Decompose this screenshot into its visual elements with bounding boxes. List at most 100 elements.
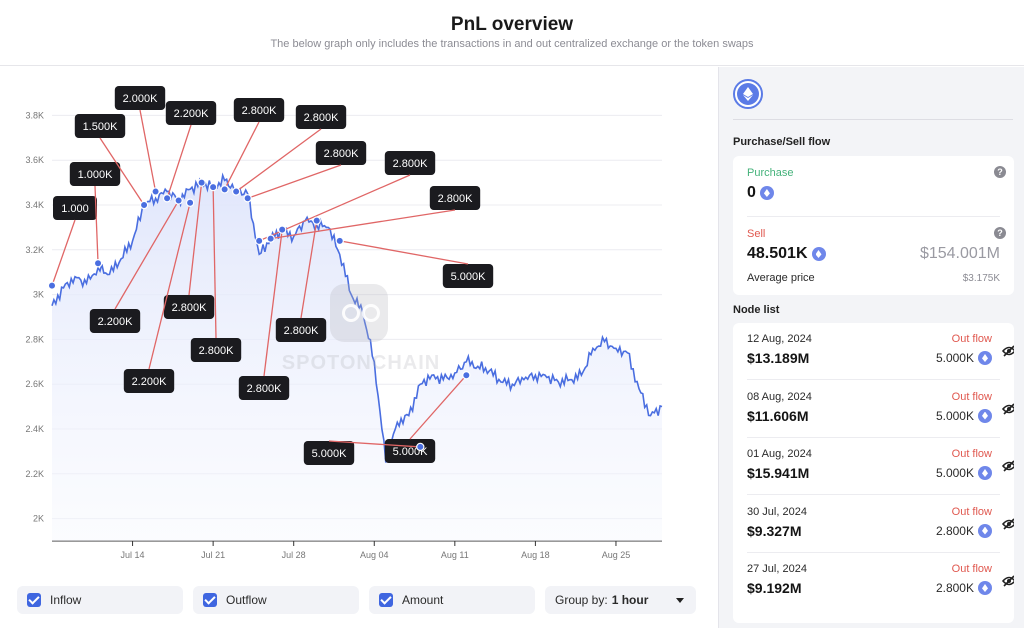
annotation-point (208, 182, 218, 192)
annotation-point (277, 225, 287, 234)
series-line (51, 172, 663, 463)
node-list-item[interactable]: 30 Jul, 2024 $9.327M Out flow 2.800K (733, 496, 1014, 553)
outflow-filter[interactable]: Outflow (193, 586, 359, 614)
node-list-item[interactable]: 01 Aug, 2024 $15.941M Out flow 5.000K (733, 438, 1014, 495)
node-separator (747, 379, 1000, 380)
annotation-label: 2.800K (199, 345, 235, 357)
annotation-point (416, 442, 425, 452)
eth-token-icon (978, 408, 992, 423)
annotation-leader (188, 182, 203, 296)
node-amount: 5.000K (936, 351, 992, 365)
annotation-label: 2.000K (123, 93, 159, 105)
annotation-label: 2.800K (284, 325, 320, 337)
annotation-leader (339, 240, 469, 265)
page-title: PnL overview (450, 14, 574, 35)
annotation-point (312, 216, 321, 225)
annotation-point (162, 194, 172, 203)
node-date: 30 Jul, 2024 (747, 505, 807, 518)
annotation-box (114, 86, 166, 110)
node-amount-value: 5.000K (935, 408, 974, 423)
node-usd-value: $9.192M (747, 580, 802, 596)
node-flow-label: Out flow (951, 563, 992, 575)
node-amount: 2.800K (936, 523, 992, 538)
flow-card-separator (747, 216, 1000, 217)
sell-amount: 48.501K (747, 245, 808, 262)
annotation-box (275, 318, 327, 342)
annotation-label: 5.000K (451, 271, 487, 283)
eth-token-icon (978, 351, 992, 365)
node-usd-value: $11.606M (747, 407, 809, 424)
node-flow-label: Out flow (951, 333, 992, 345)
group-by-select[interactable]: Group by: 1 hour (545, 586, 696, 614)
annotation-box (69, 162, 121, 186)
eth-token-icon (978, 466, 992, 480)
node-amount-value: 5.000K (935, 466, 974, 480)
y-tick-label: 2.8K (25, 334, 44, 344)
annotation-leader (99, 137, 145, 206)
node-separator (747, 436, 1000, 438)
inflow-checkbox-icon[interactable] (27, 593, 41, 607)
annotation-label: 2.200K (174, 108, 210, 120)
amount-filter[interactable]: Amount (369, 586, 535, 614)
node-flow-label: Out flow (951, 390, 992, 403)
eye-off-icon[interactable] (1002, 402, 1014, 415)
annotation-box (190, 338, 242, 362)
filter-bar: Inflow Outflow Amount Group by: 1 hour (17, 586, 707, 614)
node-flow-label: Out flow (951, 448, 992, 460)
node-date: 12 Aug, 2024 (747, 333, 812, 345)
node-list: 12 Aug, 2024 $13.189M Out flow 5.000K 08 Aug… (733, 323, 1014, 623)
x-tick-label: Aug 11 (441, 550, 469, 560)
annotation-leader (263, 229, 283, 377)
node-date: 01 Aug, 2024 (747, 448, 812, 460)
purchase-label: Purchase (747, 167, 794, 179)
header: PnL overview The below graph only includ… (0, 0, 1024, 66)
amount-checkbox-icon[interactable] (379, 593, 393, 607)
purchase-help-icon[interactable]: ? (994, 166, 1006, 178)
purchase-amount: 0 (747, 184, 756, 201)
eye-off-icon[interactable] (1002, 575, 1014, 587)
inflow-filter[interactable]: Inflow (17, 586, 183, 614)
node-usd-value: $13.189M (747, 350, 810, 366)
annotation-label: 5.000K (312, 448, 348, 460)
outflow-label: Outflow (226, 593, 267, 607)
sell-help-icon[interactable]: ? (994, 227, 1006, 239)
annotation-box (233, 98, 285, 122)
annotation-leader (166, 124, 192, 199)
annotation-box (53, 196, 97, 220)
eye-off-icon[interactable] (1002, 345, 1014, 357)
annotation-point (93, 259, 103, 268)
annotation-point (231, 187, 241, 196)
sidebar: Purchase/Sell flow Purchase ? 0 Sell ? 4… (718, 67, 1024, 628)
node-list-item[interactable]: 12 Aug, 2024 $13.189M Out flow 5.000K (733, 323, 1014, 380)
outflow-checkbox-icon[interactable] (203, 593, 217, 607)
y-tick-label: 2.6K (25, 379, 44, 389)
node-list-item[interactable]: 08 Aug, 2024 $11.606M Out flow 5.000K (733, 381, 1014, 438)
chevron-down-icon (676, 598, 684, 603)
y-tick-label: 3.4K (25, 200, 44, 210)
pnl-chart[interactable]: 2K 2.2K 2.4K 2.6K 2.8K 3K 3.2K 3.4K 3.6K 3.8K Jul … (0, 67, 717, 577)
eth-token-icon (759, 186, 774, 200)
annotation-box (163, 295, 215, 319)
group-by-label: Group by: (555, 593, 608, 607)
ethereum-icon (733, 79, 763, 109)
annotation-box (442, 264, 494, 288)
annotation-leader (51, 219, 76, 286)
annotation-leader (139, 109, 157, 192)
node-list-title: Node list (733, 304, 780, 316)
flow-section-title: Purchase/Sell flow (733, 136, 831, 148)
node-usd-value: $15.941M (747, 465, 810, 481)
series-area (52, 175, 662, 541)
annotation-point (47, 281, 57, 290)
node-amount-value: 2.800K (935, 581, 974, 595)
annotation-box (165, 101, 217, 125)
annotation-point (335, 236, 344, 246)
annotation-leader (247, 164, 342, 199)
node-list-item[interactable]: 27 Jul, 2024 $9.192M Out flow 2.800K (733, 553, 1014, 610)
eth-token-icon (811, 247, 826, 261)
eye-off-icon[interactable] (1002, 460, 1014, 472)
annotation-box (123, 369, 175, 393)
y-tick-label: 2K (33, 514, 44, 524)
sell-value: 48.501K (747, 245, 826, 263)
average-price-label: Average price (747, 272, 815, 284)
eye-off-icon[interactable] (1002, 517, 1014, 530)
